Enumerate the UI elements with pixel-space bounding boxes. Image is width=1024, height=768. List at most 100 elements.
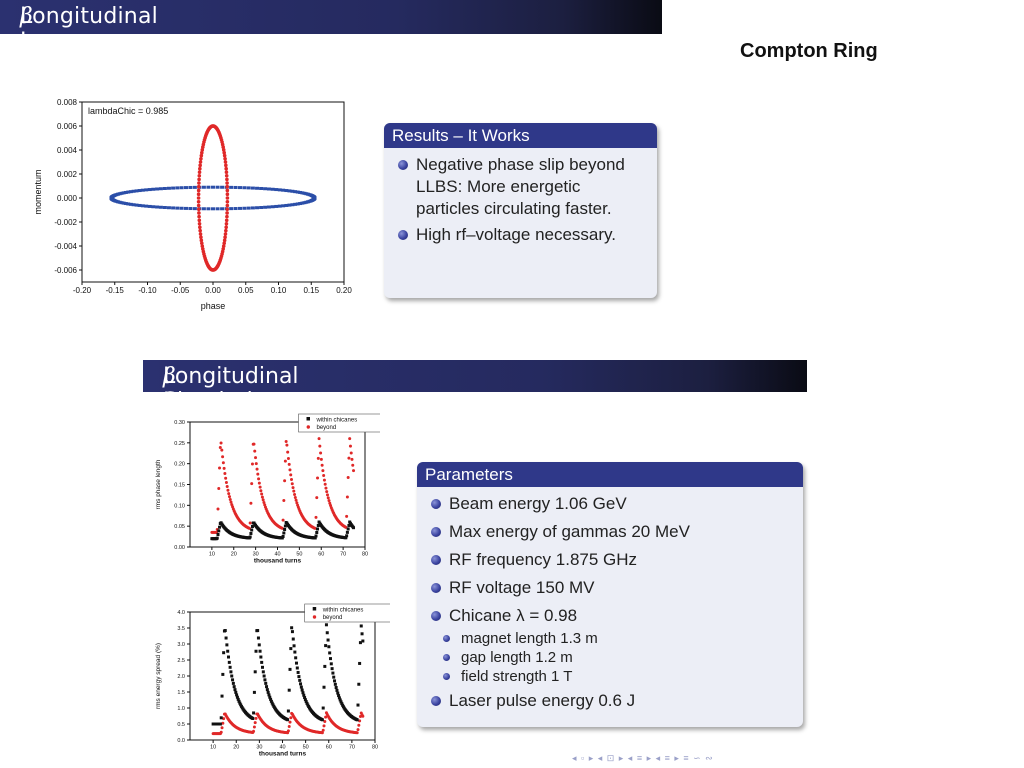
data-point-within	[254, 649, 258, 653]
legend-label: beyond	[317, 425, 337, 431]
phase-point-red	[224, 173, 229, 178]
phase-point-blue	[295, 190, 300, 194]
phase-point-blue	[166, 206, 171, 210]
data-point-within	[327, 645, 331, 649]
data-point-beyond	[319, 457, 323, 461]
data-point-beyond	[325, 493, 329, 497]
beta-symbol: β	[163, 364, 176, 389]
legend-label: beyond	[323, 615, 343, 621]
phase-point-blue	[155, 187, 160, 191]
phase-point-blue	[255, 186, 260, 190]
data-point-within	[228, 665, 232, 669]
phase-point-blue	[312, 196, 317, 200]
phase-point-blue	[284, 189, 289, 193]
phase-point-red	[198, 232, 203, 236]
data-point-beyond	[321, 728, 325, 732]
phase-point-blue	[220, 185, 225, 189]
data-point-within	[221, 672, 225, 676]
data-point-within	[268, 695, 272, 699]
phase-point-blue	[229, 185, 234, 189]
data-point-beyond	[352, 469, 356, 473]
plot-frame	[189, 611, 376, 741]
phase-point-blue	[201, 207, 206, 211]
data-point-within	[216, 533, 220, 536]
data-point-within	[333, 682, 337, 686]
data-point-within	[304, 700, 308, 704]
data-point-within	[358, 641, 362, 645]
data-point-within	[313, 536, 317, 540]
rms-energy-spread-chart: 10 20 30 40 50 60 70 80 4.0 3.5 3.0 2.5 2.0 1.5 1.0 0.5…	[155, 603, 390, 758]
data-point-within	[346, 527, 350, 531]
data-point-within	[339, 700, 343, 704]
phase-point-blue	[242, 206, 247, 210]
x-tick-label: 70	[349, 745, 355, 751]
phase-point-blue	[192, 207, 197, 211]
data-point-within	[335, 688, 339, 692]
phase-point-red	[225, 211, 229, 215]
phase-point-blue	[179, 186, 184, 190]
phase-point-blue	[290, 203, 295, 207]
data-point-within	[226, 649, 230, 653]
data-point-beyond	[227, 492, 231, 496]
phase-point-red	[225, 188, 230, 193]
parameter-subitem: field strength 1 T	[439, 667, 793, 686]
data-point-within	[345, 530, 349, 534]
phase-point-blue	[171, 206, 176, 210]
data-point-beyond	[220, 448, 224, 452]
data-point-within	[223, 629, 227, 633]
parameters-list: Beam energy 1.06 GeV Max energy of gamma…	[417, 487, 803, 724]
phase-point-blue	[121, 201, 126, 205]
phase-point-red	[222, 238, 227, 243]
phase-point-blue	[192, 185, 197, 189]
beamer-navigation-icons[interactable]: ◂ ▫ ▸ ◂ ⊡ ▸ ◂ ≡ ▸ ◂ ≡ ▸ ≡ ∽ ∾	[572, 753, 714, 763]
phase-point-red	[223, 235, 227, 240]
phase-point-blue	[147, 204, 152, 208]
legend-box	[304, 603, 390, 623]
data-point-within	[230, 674, 234, 678]
data-point-within	[291, 637, 295, 641]
phase-point-blue	[126, 202, 131, 206]
data-point-beyond	[346, 476, 350, 480]
data-point-beyond	[284, 439, 288, 443]
data-point-beyond	[319, 451, 323, 455]
data-point-within	[314, 534, 318, 538]
parameter-item: Max energy of gammas 20 MeV	[427, 521, 793, 543]
plot-frame	[189, 421, 366, 548]
data-point-within	[328, 657, 332, 661]
data-point-within	[267, 693, 271, 697]
y-tick-label: 0.008	[57, 98, 78, 107]
data-point-within	[252, 711, 256, 715]
phase-point-red	[197, 170, 202, 174]
data-point-beyond	[348, 437, 352, 441]
phase-point-red	[223, 160, 228, 164]
y-tick-label: 0.5	[177, 722, 185, 728]
data-point-beyond	[316, 456, 320, 460]
phase-point-red	[200, 244, 205, 248]
data-point-beyond	[250, 462, 254, 466]
x-tick-label: 30	[253, 552, 259, 558]
parameters-block-title: Parameters	[417, 462, 803, 487]
data-point-within	[299, 682, 303, 686]
data-point-within	[298, 678, 302, 682]
data-point-within	[345, 534, 349, 538]
data-point-beyond	[287, 462, 291, 466]
phase-point-red	[196, 188, 201, 193]
y-tick-label: 2.0	[177, 674, 185, 680]
data-point-beyond	[282, 498, 286, 502]
data-point-within	[229, 670, 233, 674]
data-point-beyond	[328, 501, 332, 505]
data-point-within	[352, 526, 356, 530]
phase-point-red	[196, 184, 201, 189]
y-tick-label: -0.004	[54, 242, 77, 251]
results-item: High rf–voltage necessary.	[394, 224, 647, 246]
x-axis-label: thousand turns	[259, 751, 307, 758]
x-axis-label: thousand turns	[254, 558, 302, 565]
data-point-within	[305, 701, 309, 705]
phase-point-blue	[188, 207, 193, 211]
data-point-beyond	[222, 466, 226, 470]
y-tick-label: 0.25	[174, 441, 185, 447]
data-point-within	[302, 693, 306, 697]
parameter-subitem: gap length 1.2 m	[439, 648, 793, 667]
data-point-beyond	[293, 492, 297, 496]
phase-point-blue	[293, 202, 298, 206]
